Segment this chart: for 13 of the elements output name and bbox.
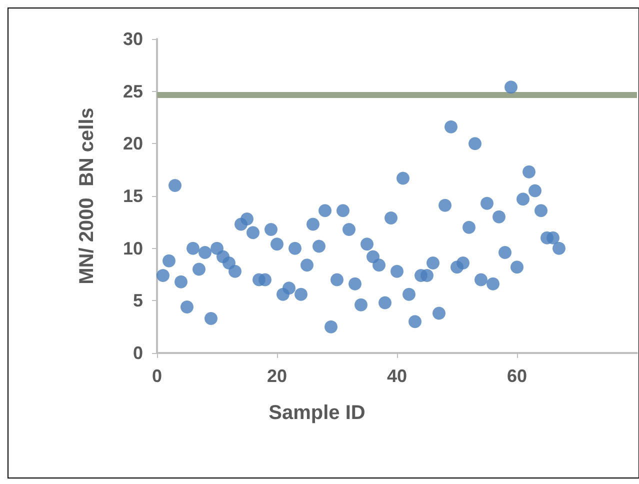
x-tick-label: 0 bbox=[152, 366, 162, 386]
y-tick-label: 30 bbox=[122, 29, 143, 49]
x-axis-title: Sample ID bbox=[268, 402, 366, 424]
x-tick-label: 20 bbox=[266, 366, 288, 386]
y-tick-label: 25 bbox=[122, 81, 143, 102]
x-tick-label: 60 bbox=[506, 366, 528, 386]
x-tick-label: 40 bbox=[386, 366, 408, 386]
y-axis-title: MN/ 2000 BN cells bbox=[76, 108, 98, 284]
y-tick-label: 15 bbox=[122, 186, 143, 206]
y-tick-label: 20 bbox=[122, 134, 143, 154]
y-tick-label: 5 bbox=[132, 290, 143, 311]
y-tick-label: 10 bbox=[122, 238, 143, 258]
y-tick-label: 0 bbox=[132, 343, 143, 363]
